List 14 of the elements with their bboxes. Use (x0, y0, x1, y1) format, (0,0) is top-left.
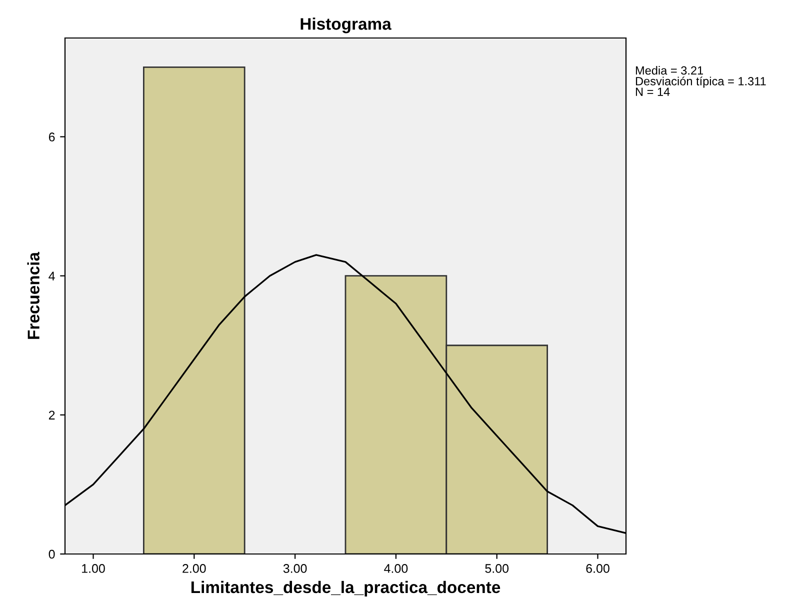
x-tick-label: 1.00 (82, 564, 105, 573)
x-tick-label: 4.00 (384, 564, 408, 573)
x-tick-label: 6.00 (586, 564, 610, 573)
y-tick-label: 6 (48, 132, 55, 142)
x-tick-label: 5.00 (485, 564, 509, 573)
x-tick-label: 2.00 (182, 564, 206, 573)
text: Media = 3.21 Desviación típica = 1.311 N = 14 (636, 66, 766, 96)
x-tick-label: 3.00 (283, 564, 307, 573)
y-axis-title: Frecuencia (27, 252, 40, 339)
y-tick-label: 0 (48, 550, 55, 559)
y-tick-label: 2 (48, 410, 55, 420)
chart-title: Histograma (300, 18, 392, 34)
y-tick-label: 4 (48, 272, 55, 280)
x-axis-title: Limitantes_desde_la_practica_docente (191, 580, 500, 596)
